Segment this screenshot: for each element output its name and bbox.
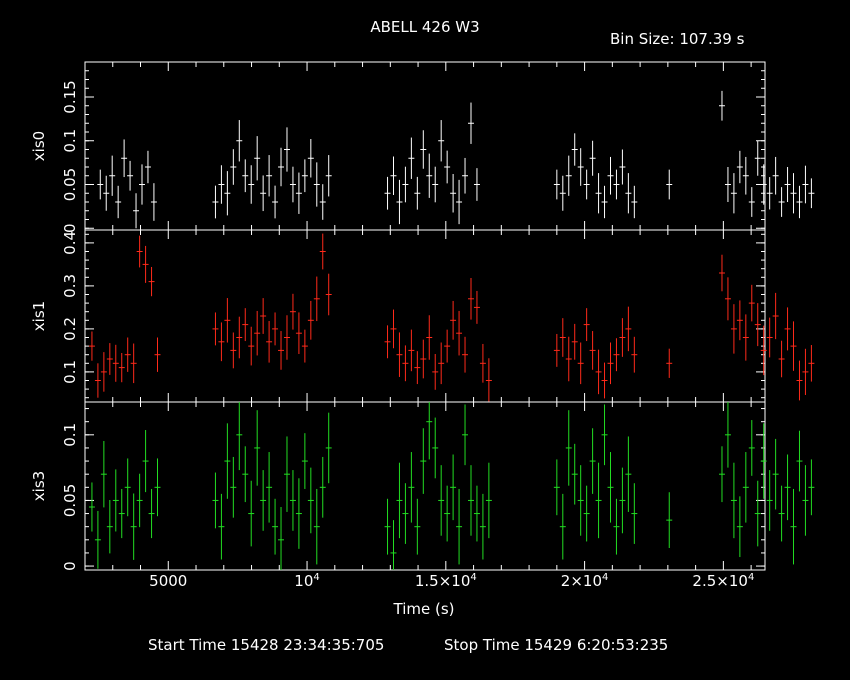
- xis0-ytick-label: 0: [61, 223, 79, 233]
- start-time-label: Start Time 15428 23:34:35:705: [148, 636, 385, 654]
- xis1-frame: [84, 229, 766, 403]
- xis0-ytick-label: 0.15: [61, 80, 79, 113]
- xis1-ytick-label: 0.1: [61, 360, 79, 384]
- xis0-axis-label: xis0: [30, 131, 48, 161]
- xis1-ytick-label: 0.4: [61, 231, 79, 255]
- x-tick-label: 104: [294, 572, 319, 590]
- xis1-ytick-label: 0.3: [61, 274, 79, 298]
- xis1-ytick-label: 0.2: [61, 317, 79, 341]
- stop-time-label: Stop Time 15429 6:20:53:235: [444, 636, 669, 654]
- bin-size-label: Bin Size: 107.39 s: [610, 30, 745, 48]
- chart-title: ABELL 426 W3: [370, 18, 480, 36]
- xis0-frame: [84, 61, 766, 231]
- xis1-axis-label: xis1: [30, 301, 48, 331]
- xis3-axis-label: xis3: [30, 471, 48, 501]
- xis3-ytick-label: 0.05: [61, 484, 79, 517]
- xis3-ytick-label: 0: [61, 561, 79, 571]
- xis3-ytick-label: 0.1: [61, 423, 79, 447]
- x-tick-label: 1.5×104: [415, 572, 477, 590]
- x-tick-label: 2.5×104: [692, 572, 754, 590]
- chart-panels: 0 0.05 0.1 0.15 xis0 0.1 0.2 0.3 0.4 xis1 0 0.05 0.1…: [30, 61, 815, 590]
- xis0-ytick-label: 0.05: [61, 168, 79, 201]
- x-tick-label: 5000: [149, 572, 187, 590]
- x-tick-label: 2×104: [561, 572, 609, 590]
- xis0-ytick-label: 0.1: [61, 129, 79, 153]
- xis3-frame: [84, 401, 766, 571]
- x-axis-label: Time (s): [393, 600, 455, 618]
